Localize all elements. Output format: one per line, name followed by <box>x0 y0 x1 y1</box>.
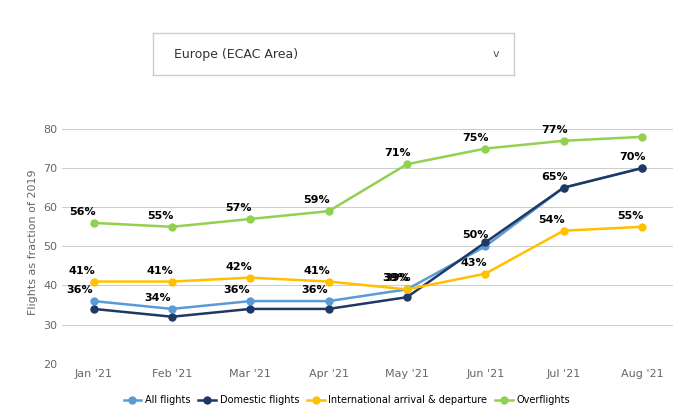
Text: 34%: 34% <box>144 293 171 303</box>
Text: 39%: 39% <box>382 273 409 283</box>
Text: 55%: 55% <box>147 211 174 221</box>
Text: 65%: 65% <box>541 172 568 182</box>
Text: 42%: 42% <box>226 262 252 272</box>
Text: Europe (ECAC Area): Europe (ECAC Area) <box>174 48 298 61</box>
Text: 56%: 56% <box>69 207 95 217</box>
Text: 36%: 36% <box>301 285 328 295</box>
Text: 36%: 36% <box>67 285 93 295</box>
Text: 41%: 41% <box>69 266 95 276</box>
Text: 57%: 57% <box>226 203 252 213</box>
Text: 70%: 70% <box>619 152 645 162</box>
Text: 55%: 55% <box>617 211 643 221</box>
Text: v: v <box>493 49 499 59</box>
Text: 41%: 41% <box>303 266 330 276</box>
Text: 50%: 50% <box>463 230 489 240</box>
Text: 43%: 43% <box>460 258 486 268</box>
Y-axis label: Flights as fraction of 2019: Flights as fraction of 2019 <box>28 170 38 315</box>
Text: 59%: 59% <box>303 195 330 205</box>
Text: 41%: 41% <box>147 266 174 276</box>
Legend: All flights, Domestic flights, International arrival & departure, Overflights: All flights, Domestic flights, Internati… <box>120 391 574 409</box>
Text: 75%: 75% <box>463 133 489 143</box>
Text: 36%: 36% <box>223 285 250 295</box>
Text: 54%: 54% <box>539 215 565 225</box>
Text: 71%: 71% <box>384 148 411 158</box>
Text: 39%: 39% <box>384 273 411 283</box>
Text: 77%: 77% <box>541 125 568 135</box>
